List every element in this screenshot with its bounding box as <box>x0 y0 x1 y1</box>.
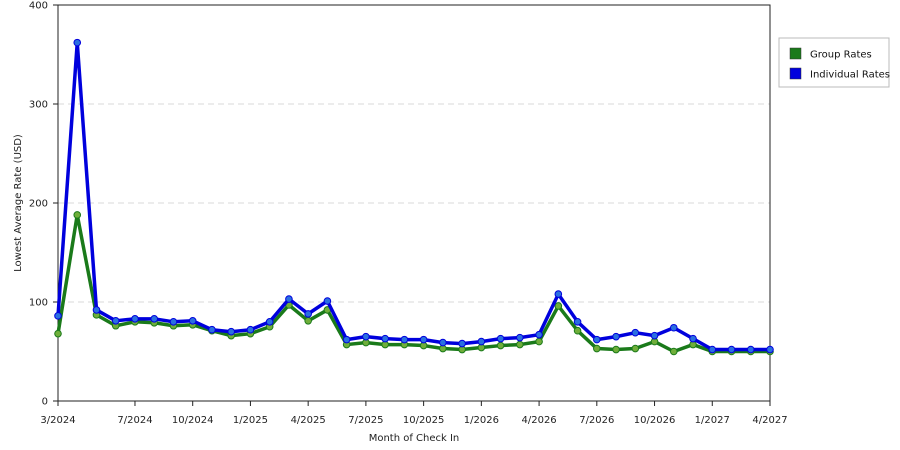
individual-rates-point <box>342 335 351 344</box>
individual-rates-point <box>708 345 717 354</box>
x-axis-title: Month of Check In <box>369 433 460 444</box>
x-tick-label: 10/2026 <box>634 415 676 426</box>
x-tick-label: 4/2026 <box>521 415 556 426</box>
individual-rates-point <box>150 315 159 323</box>
x-tick-label: 1/2026 <box>464 415 499 426</box>
x-tick-label: 4/2027 <box>752 415 787 426</box>
y-axis-title: Lowest Average Rate (USD) <box>13 134 24 272</box>
individual-rates-point <box>535 330 543 339</box>
individual-rates-point <box>381 334 389 343</box>
group-rates-point <box>554 302 563 310</box>
x-tick-label: 3/2024 <box>40 415 75 426</box>
individual-rates-point <box>362 332 370 341</box>
individual-rates-point <box>631 328 640 337</box>
group-rates-point <box>535 337 543 346</box>
individual-rates-line <box>56 40 770 352</box>
individual-rates-point <box>766 345 774 354</box>
individual-rates-point <box>650 331 659 340</box>
group-rates-point <box>304 317 312 325</box>
individual-rates-point <box>439 338 447 347</box>
y-tick-label: 300 <box>29 100 48 111</box>
group-rates-point <box>669 347 678 356</box>
individual-rates-point <box>746 345 755 354</box>
legend-label-group-rates: Group Rates <box>810 50 872 61</box>
individual-rates-point <box>304 310 312 318</box>
group-rates-point <box>496 341 505 350</box>
individual-rates-point <box>516 333 524 342</box>
y-tick-label: 400 <box>29 1 48 12</box>
x-tick-label: 1/2025 <box>233 415 268 426</box>
individual-rates-point <box>131 315 139 323</box>
x-tick-label: 10/2024 <box>172 415 214 426</box>
group-rates-point <box>516 340 524 349</box>
individual-rates-point <box>419 335 428 344</box>
group-rates-point <box>612 345 620 354</box>
individual-rates-point <box>208 325 216 334</box>
y-tick-label: 200 <box>29 199 48 210</box>
individual-rates-point <box>73 38 82 47</box>
individual-rates-point <box>265 318 274 326</box>
individual-rates-point <box>285 295 293 303</box>
individual-rates-point <box>111 317 120 325</box>
individual-rates-point <box>573 318 582 326</box>
individual-rates-point <box>246 325 255 334</box>
individual-rates-point <box>458 339 466 348</box>
group-rates-point <box>54 329 62 338</box>
legend-label-individual-rates: Individual Rates <box>810 70 890 81</box>
individual-rates-point <box>669 323 678 332</box>
group-rates-point <box>631 344 640 353</box>
y-tick-label: 0 <box>42 397 48 408</box>
individual-rates-point <box>593 335 601 344</box>
individual-rates-point <box>323 297 332 305</box>
x-tick-label: 10/2025 <box>403 415 445 426</box>
individual-rates-point <box>612 332 620 341</box>
group-rates-point <box>73 211 82 219</box>
individual-rates-point <box>188 317 197 325</box>
legend-swatch-individual-rates <box>789 67 802 80</box>
legend-swatch-group-rates <box>789 47 802 60</box>
x-tick-label: 7/2024 <box>117 415 152 426</box>
individual-rates-point <box>400 335 409 344</box>
group-rates-point <box>593 344 601 353</box>
individual-rates-point <box>169 318 178 326</box>
group-rates-point <box>573 326 582 335</box>
individual-rates-point <box>54 312 62 320</box>
y-tick-label: 100 <box>29 298 48 309</box>
individual-rates-point <box>92 306 101 314</box>
x-tick-label: 4/2025 <box>291 415 326 426</box>
individual-rates-point <box>727 345 736 354</box>
individual-rates-point <box>554 290 563 298</box>
individual-rates-point <box>227 327 235 336</box>
x-tick-label: 7/2025 <box>348 415 383 426</box>
x-tick-label: 1/2027 <box>695 415 730 426</box>
individual-rates-point <box>689 334 697 343</box>
x-tick-label: 7/2026 <box>579 415 614 426</box>
individual-rates-point <box>477 337 486 346</box>
individual-rates-point <box>496 334 505 343</box>
